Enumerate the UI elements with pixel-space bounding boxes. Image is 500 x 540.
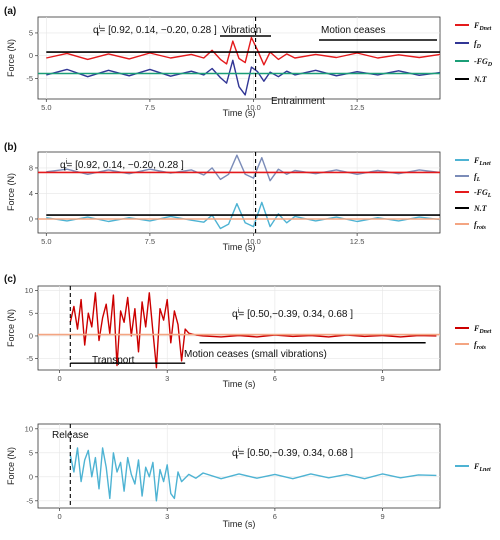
y-tick-label: 10 bbox=[25, 424, 33, 433]
panel-c-transport-label: Transport bbox=[92, 355, 135, 366]
legend-entry: FDnet bbox=[473, 21, 492, 32]
series-line-f-dnet bbox=[69, 292, 437, 369]
y-tick-label: 0 bbox=[29, 472, 33, 481]
legend-entry: fD bbox=[474, 39, 482, 50]
legend-entry: -FGD bbox=[474, 57, 493, 68]
panel-d-qi-annotation: qi r= [0.50,−0.39, 0.34, 0.68 ] bbox=[232, 447, 353, 461]
legend-entry: FLnet bbox=[473, 156, 491, 167]
x-tick-label: 3 bbox=[165, 512, 169, 521]
panel-c-legend: FDnet frots bbox=[455, 324, 492, 351]
panel-c-xlabel: Time (s) bbox=[223, 379, 256, 389]
panel-c-series bbox=[38, 286, 440, 370]
legend-entry: -FGL bbox=[474, 188, 492, 199]
series-line-f-dnet bbox=[46, 36, 441, 66]
x-tick-label: 6 bbox=[273, 512, 277, 521]
panel-a-grid bbox=[38, 17, 440, 99]
y-tick-label: -5 bbox=[26, 74, 33, 83]
legend-entry: frots bbox=[474, 220, 487, 231]
panel-b-series bbox=[38, 152, 441, 233]
panel-b-ticks: 5.0 7.5 10.0 12.5 0 4 8 bbox=[29, 163, 365, 246]
x-tick-label: 0 bbox=[57, 512, 61, 521]
series-line-f-lnet bbox=[69, 447, 437, 502]
panel-b-label: (b) bbox=[4, 142, 17, 153]
panel-c-label: (c) bbox=[4, 274, 16, 285]
panel-b-legend: FLnet fL -FGL N.T frots bbox=[455, 156, 492, 231]
panel-d-release-label: Release bbox=[52, 430, 89, 441]
y-tick-label: 5 bbox=[29, 309, 33, 318]
y-tick-label: 0 bbox=[29, 51, 33, 60]
y-tick-label: 0 bbox=[29, 331, 33, 340]
panel-c-motion-ceases-label: Motion ceases (small vibrations) bbox=[184, 349, 327, 360]
y-tick-label: 4 bbox=[29, 189, 33, 198]
legend-entry: FLnet bbox=[473, 462, 491, 473]
panel-b: (b) 5.0 7.5 10.0 12.5 0 4 8 Time (s) Force (N)… bbox=[4, 142, 492, 252]
panel-d-series bbox=[69, 424, 437, 508]
panel-a-series bbox=[38, 17, 441, 99]
x-tick-label: 5.0 bbox=[41, 103, 51, 112]
panel-d-xlabel: Time (s) bbox=[223, 519, 256, 529]
panel-d-ylabel: Force (N) bbox=[6, 447, 16, 485]
panel-a-xlabel: Time (s) bbox=[223, 108, 256, 118]
panel-a-entrainment-label: Entrainment bbox=[271, 96, 325, 107]
y-tick-label: 5 bbox=[29, 28, 33, 37]
x-tick-label: 7.5 bbox=[145, 103, 155, 112]
legend-entry: N.T bbox=[473, 204, 488, 213]
panel-d-plot-area bbox=[37, 423, 441, 509]
panel-c: (c) 0 3 6 9 -5 0 5 10 Time (s) Force (N) qi r= [… bbox=[4, 274, 492, 389]
panel-c-ylabel: Force (N) bbox=[6, 309, 16, 347]
x-tick-label: 9 bbox=[380, 512, 384, 521]
x-tick-label: 7.5 bbox=[145, 237, 155, 246]
panel-c-ticks: 0 3 6 9 -5 0 5 10 bbox=[25, 286, 385, 383]
panel-d-legend: FLnet bbox=[455, 462, 491, 473]
panel-d: 0 3 6 9 -5 0 5 10 Time (s) Force (N) Release qi… bbox=[6, 423, 491, 529]
x-tick-label: 3 bbox=[165, 374, 169, 383]
panel-a-ticks: 5.0 7.5 10.0 12.5 -5 0 5 bbox=[26, 28, 364, 112]
panel-a-ylabel: Force (N) bbox=[6, 39, 16, 77]
panel-a-qi-annotation: qi r= [0.92, 0.14, −0.20, 0.28 ] bbox=[93, 24, 217, 38]
x-tick-label: 10.0 bbox=[246, 103, 261, 112]
legend-entry: N.T bbox=[473, 75, 488, 84]
y-tick-label: -5 bbox=[26, 354, 33, 363]
panel-a-legend: FDnet fD -FGD N.T bbox=[455, 21, 493, 84]
legend-entry: FDnet bbox=[473, 324, 492, 335]
y-tick-label: 0 bbox=[29, 214, 33, 223]
panel-b-ylabel: Force (N) bbox=[6, 173, 16, 211]
x-tick-label: 6 bbox=[273, 374, 277, 383]
panel-d-ticks: 0 3 6 9 -5 0 5 10 bbox=[25, 424, 385, 521]
panel-c-plot-area bbox=[37, 285, 441, 371]
legend-entry: fL bbox=[474, 172, 481, 183]
x-tick-label: 12.5 bbox=[350, 237, 365, 246]
panel-a-label: (a) bbox=[4, 6, 16, 17]
x-tick-label: 12.5 bbox=[350, 103, 365, 112]
y-tick-label: -5 bbox=[26, 496, 33, 505]
panel-a: (a) 5.0 7.5 10.0 12.5 -5 0 5 Time (s) Force (N… bbox=[4, 6, 493, 118]
x-tick-label: 10.0 bbox=[246, 237, 261, 246]
panel-a-vibration-label: Vibration bbox=[222, 25, 261, 36]
panel-c-qi-annotation: qi r= [0.50,−0.39, 0.34, 0.68 ] bbox=[232, 308, 353, 322]
y-tick-label: 8 bbox=[29, 163, 33, 172]
panel-a-motion-ceases-label: Motion ceases bbox=[321, 25, 385, 36]
x-tick-label: 9 bbox=[380, 374, 384, 383]
series-line-f-d bbox=[46, 59, 441, 96]
y-tick-label: 10 bbox=[25, 286, 33, 295]
y-tick-label: 5 bbox=[29, 448, 33, 457]
legend-entry: frots bbox=[474, 340, 487, 351]
panel-d-grid bbox=[38, 424, 440, 508]
x-tick-label: 5.0 bbox=[41, 237, 51, 246]
x-tick-label: 0 bbox=[57, 374, 61, 383]
panel-b-qi-annotation: qi r= [0.92, 0.14, −0.20, 0.28 ] bbox=[60, 159, 184, 173]
panel-b-xlabel: Time (s) bbox=[223, 242, 256, 252]
